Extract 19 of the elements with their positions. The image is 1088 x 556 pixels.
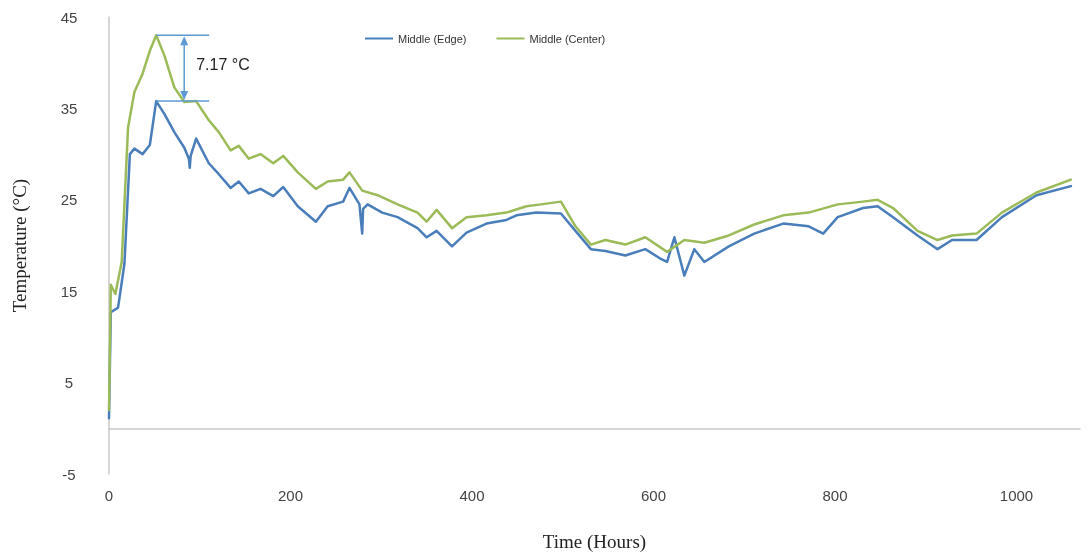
x-tick-label: 0: [104, 487, 114, 504]
line-series: [107, 34, 1073, 412]
x-tick-label: 1000: [999, 487, 1034, 504]
x-tick-label: 400: [459, 487, 485, 504]
legend-label: Middle (Edge): [398, 32, 467, 45]
line-series: [107, 99, 1073, 420]
y-tick-label: 25: [60, 191, 78, 209]
x-tick-label: 200: [277, 487, 304, 504]
legend-label: Middle (Center): [529, 32, 606, 45]
x-axis-title: Time (Hours): [542, 531, 647, 553]
y-axis-title: Temperature (°C): [9, 178, 31, 313]
x-tick-label: 600: [640, 487, 666, 504]
y-tick-label: -5: [62, 465, 76, 483]
y-tick-label: 35: [60, 99, 78, 117]
y-tick-label: 15: [60, 282, 78, 300]
annotation: 7.17 °C: [196, 55, 250, 73]
y-tick-label: 45: [60, 8, 78, 26]
x-tick-label: 800: [822, 487, 848, 504]
y-tick-label: 5: [64, 374, 74, 392]
